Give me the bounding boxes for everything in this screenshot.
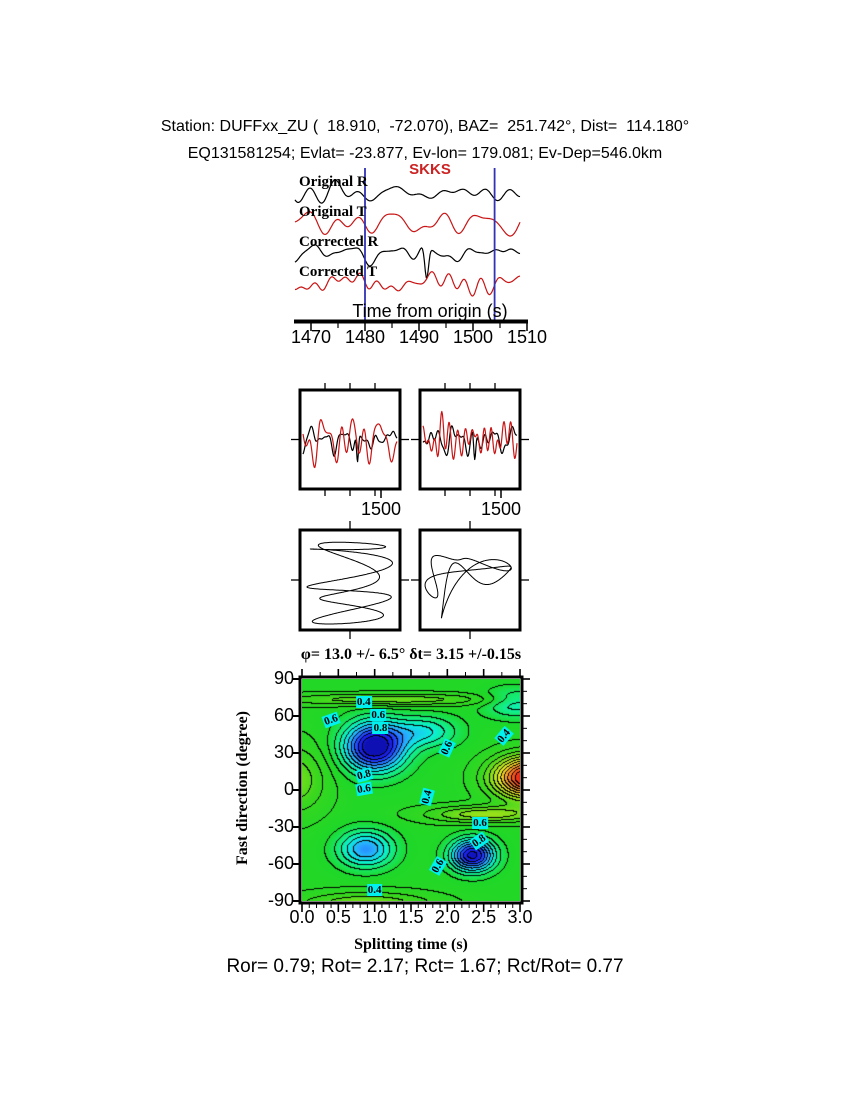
particle-motion-curve-2 xyxy=(424,555,512,619)
contour-x-tick-label-0.5: 0.5 xyxy=(325,907,351,927)
time-tick-label-1490: 1490 xyxy=(398,327,440,347)
seismo-trace-0 xyxy=(294,179,521,204)
contour-y-tick-label-0: 0 xyxy=(283,779,294,799)
contour-level-label-0.6: 0.6 xyxy=(472,817,488,830)
contour-x-tick-label-0.0: 0.0 xyxy=(289,907,315,927)
particle-motion-curve-1 xyxy=(306,541,393,625)
event-header: EQ131581254; Evlat= -23.877, Ev-lon= 179… xyxy=(187,145,663,162)
best-fit-title: φ= 13.0 +/- 6.5° δt= 3.15 +/-0.15s xyxy=(300,646,522,663)
trace-label-corrected-t: Corrected T xyxy=(299,264,378,280)
time-tick-label-1510: 1510 xyxy=(506,327,548,347)
contour-x-tick-label-2.0: 2.0 xyxy=(434,907,460,927)
contour-level-label-0.6: 0.6 xyxy=(355,781,374,797)
seismo-trace-2 xyxy=(294,244,521,279)
time-tick-label-1480: 1480 xyxy=(344,327,386,347)
trace-label-original-r: Original R xyxy=(299,174,368,190)
station-header: Station: DUFFxx_ZU ( 18.910, -72.070), B… xyxy=(160,118,690,135)
contour-x-tick-label-3.0: 3.0 xyxy=(507,907,533,927)
time-tick-label-1500: 1500 xyxy=(452,327,494,347)
trace-label-original-t: Original T xyxy=(299,204,367,220)
trace-label-corrected-r: Corrected R xyxy=(299,234,379,250)
misfit-contour-canvas xyxy=(302,679,520,901)
contour-x-axis-label: Splitting time (s) xyxy=(354,936,468,953)
contour-y-tick-label--60: -60 xyxy=(267,853,294,873)
time-axis-title: Time from origin (s) xyxy=(352,301,508,321)
comparison-trace xyxy=(302,418,398,469)
contour-level-label-0.6: 0.6 xyxy=(370,708,387,721)
contour-level-label-0.4: 0.4 xyxy=(366,883,383,896)
seismo-trace-3 xyxy=(294,271,521,297)
contour-x-tick-label-2.5: 2.5 xyxy=(471,907,497,927)
phase-label-skks: SKKS xyxy=(409,161,451,178)
contour-y-tick-label-60: 60 xyxy=(273,705,294,725)
comparison-trace xyxy=(302,425,398,463)
comparison-tick-label-2: 1500 xyxy=(480,499,522,519)
contour-frame xyxy=(298,675,524,905)
quality-footer: Ror= 0.79; Rot= 2.17; Rct= 1.67; Rct/Rot… xyxy=(226,956,624,977)
contour-x-tick-label-1.0: 1.0 xyxy=(362,907,388,927)
seismo-trace-1 xyxy=(294,211,521,237)
contour-y-tick-label-90: 90 xyxy=(273,668,294,688)
comparison-tick-label-1: 1500 xyxy=(360,499,402,519)
contour-y-tick-label-30: 30 xyxy=(273,742,294,762)
comparison-trace xyxy=(422,410,518,460)
contour-level-label-0.4: 0.4 xyxy=(355,696,372,709)
hodogram-frame-1 xyxy=(298,528,402,632)
contour-y-tick-label--30: -30 xyxy=(267,816,294,836)
contour-level-label-0.8: 0.8 xyxy=(372,722,389,735)
time-tick-label-1470: 1470 xyxy=(290,327,332,347)
contour-y-tick-label--90: -90 xyxy=(267,890,294,910)
comparison-trace xyxy=(422,425,518,461)
contour-x-tick-label-1.5: 1.5 xyxy=(398,907,424,927)
